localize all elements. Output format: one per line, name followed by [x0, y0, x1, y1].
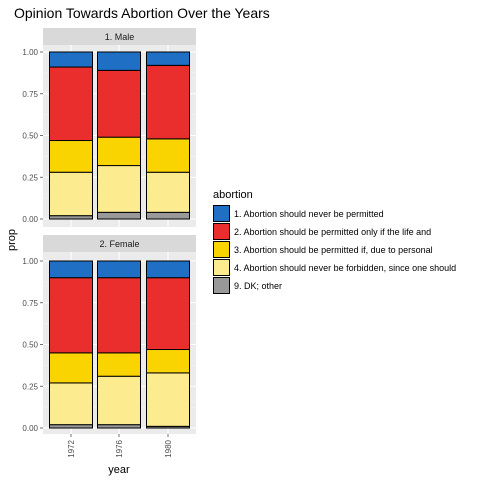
legend-label: 9. DK; other [234, 281, 282, 291]
bar-segment [98, 212, 141, 219]
facet-panel: 1. Male 0.00 0.25 0.50 0.75 1.00 [22, 28, 196, 227]
facet-panels: 1. Male 0.00 0.25 0.50 0.75 1.00 2. Female 0.00… [22, 28, 196, 434]
bar-segment [50, 67, 93, 140]
x-axis-title: year [108, 464, 130, 476]
facet-strip-label: 1. Male [105, 32, 135, 42]
bar-segment [147, 261, 190, 278]
legend-label: 1. Abortion should never be permitted [234, 209, 384, 219]
legend-swatch [214, 206, 230, 222]
bar-segment [98, 166, 141, 213]
y-tick-label: 0.75 [22, 90, 38, 99]
bar-segment [147, 139, 190, 172]
bar-segment [50, 172, 93, 215]
bar-segment [98, 52, 141, 70]
bar-segment [50, 278, 93, 353]
bar-segment [98, 376, 141, 424]
bar-segment [98, 70, 141, 137]
x-tick-label: 1976 [115, 439, 124, 457]
bar-segment [50, 353, 93, 383]
legend-label: 3. Abortion should be permitted if, due … [234, 245, 433, 255]
y-tick-label: 0.00 [22, 424, 38, 433]
bar-segment [147, 172, 190, 212]
bar-segment [98, 137, 141, 165]
bar-segment [147, 212, 190, 219]
bar-segment [147, 65, 190, 138]
bar-segment [147, 350, 190, 373]
y-tick-label: 0.00 [22, 215, 38, 224]
bar-segment [98, 353, 141, 376]
y-tick-label: 1.00 [22, 48, 38, 57]
bar-segment [50, 261, 93, 278]
x-tick-label: 1980 [164, 439, 173, 457]
bar-segment [147, 278, 190, 350]
bar-segment [147, 52, 190, 65]
legend-label: 2. Abortion should be permitted only if … [234, 227, 431, 237]
bar-segment [50, 425, 93, 428]
x-tick-label: 1972 [67, 439, 76, 457]
y-tick-label: 1.00 [22, 257, 38, 266]
x-axis: 1972 1976 1980 [67, 434, 173, 458]
y-tick-label: 0.25 [22, 382, 38, 391]
legend-swatch [214, 278, 230, 294]
legend-swatch [214, 260, 230, 276]
y-axis-title: prop [6, 229, 18, 251]
legend-swatch [214, 242, 230, 258]
bar-segment [147, 373, 190, 426]
bar-segment [50, 141, 93, 173]
y-tick-label: 0.25 [22, 173, 38, 182]
legend-label: 4. Abortion should never be forbidden, s… [234, 263, 456, 273]
facet-panel: 2. Female 0.00 0.25 0.50 0.75 1.00 [22, 235, 196, 434]
legend-title: abortion [213, 189, 253, 201]
bar-segment [98, 278, 141, 353]
chart-title: Opinion Towards Abortion Over the Years [14, 5, 270, 21]
bar-segment [98, 261, 141, 278]
y-tick-label: 0.75 [22, 299, 38, 308]
bar-segment [50, 52, 93, 67]
bar-segment [50, 383, 93, 425]
y-tick-label: 0.50 [22, 132, 38, 141]
legend-swatch [214, 224, 230, 240]
bar-segment [98, 425, 141, 428]
y-tick-label: 0.50 [22, 341, 38, 350]
legend: abortion 1. Abortion should never be per… [213, 189, 456, 294]
bar-segment [50, 216, 93, 219]
facet-strip-label: 2. Female [99, 239, 139, 249]
